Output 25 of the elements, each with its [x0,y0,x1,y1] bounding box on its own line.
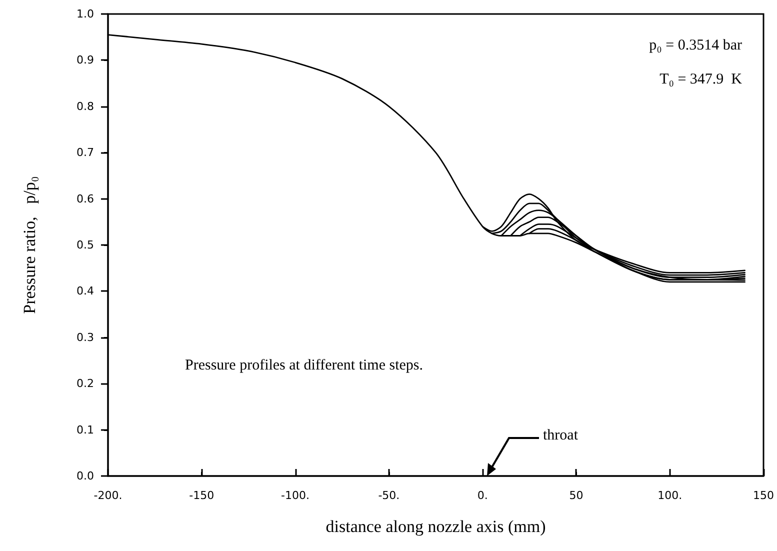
y-tick-label: 0.1 [76,423,94,436]
y-tick-label: 0.8 [76,100,94,113]
y-tick-label: 1.0 [76,8,94,20]
x-tick-label: -200. [94,489,122,502]
annotation: Pressure profiles at different time steps. [185,358,423,374]
x-tick-label: 0. [477,489,488,502]
y-axis-title: Pressure ratio, p/p₀ [20,176,39,314]
y-tick-label: 0.5 [76,238,94,252]
annotation: throat [543,428,579,444]
y-tick-label: 0.4 [76,284,94,298]
annotation: T₀ = 347.9 K [660,72,742,88]
x-axis-title: distance along nozzle axis (mm) [326,517,546,536]
x-tick-label: -50. [378,489,400,502]
y-tick-label: 0.6 [76,192,94,206]
y-tick-label: 0.3 [76,330,94,344]
annotation: p₀ = 0.3514 bar [649,38,742,54]
x-tick-label: 150 [753,489,774,502]
x-tick-label: 100. [658,489,682,502]
y-tick-label: 0.7 [76,146,94,160]
y-tick-label: 0.2 [76,377,94,390]
x-tick-label: -100. [281,489,310,502]
x-tick-label: -150 [189,489,214,502]
y-tick-label: 0.9 [76,54,94,67]
y-tick-label: 0.0 [76,470,94,482]
x-tick-label: 50 [569,489,584,502]
